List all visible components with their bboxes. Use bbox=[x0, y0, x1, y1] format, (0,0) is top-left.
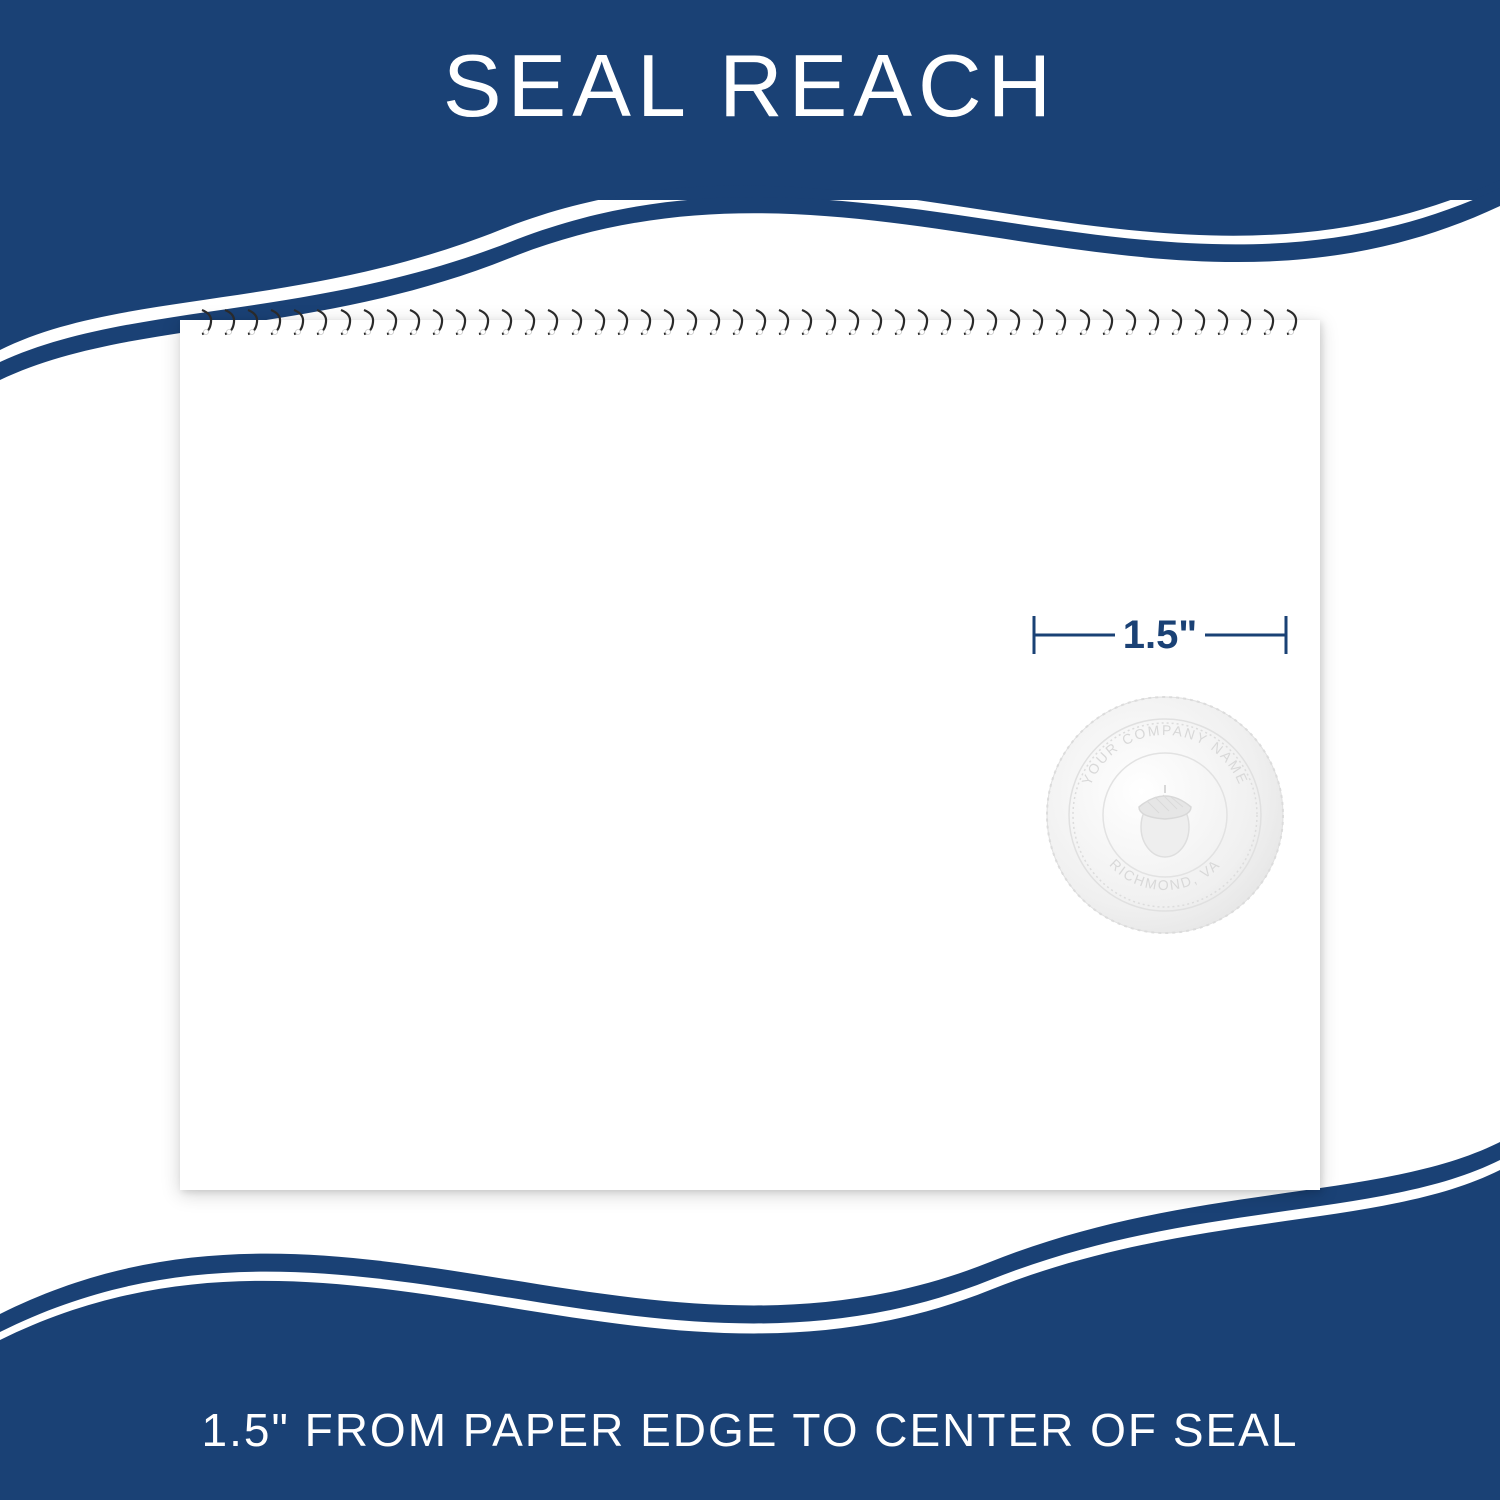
page-title: SEAL REACH bbox=[0, 35, 1500, 137]
measurement-label: 1.5" bbox=[1115, 613, 1206, 658]
measurement-indicator: 1.5" bbox=[1030, 610, 1290, 660]
notepad: 1.5" YOUR COMPANY NAME RICHMOND, bbox=[180, 320, 1320, 1190]
footer-text: 1.5" FROM PAPER EDGE TO CENTER OF SEAL bbox=[202, 1403, 1299, 1457]
spiral-binding bbox=[200, 308, 1300, 336]
embossed-seal: YOUR COMPANY NAME RICHMOND, VA bbox=[1040, 690, 1290, 940]
